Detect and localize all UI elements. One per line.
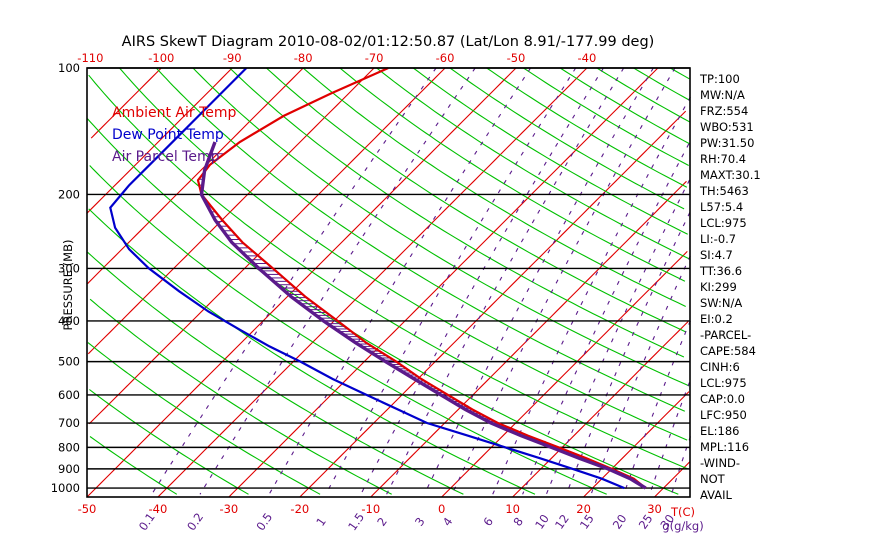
stat-line: -WIND-: [700, 456, 740, 470]
stat-line: WBO:531: [700, 120, 754, 134]
series-legend: Ambient Air Temp Dew Point Temp Air Parcel…: [112, 105, 237, 165]
stat-line: LCL:975: [700, 216, 747, 230]
pressure-tick-label: 1000: [51, 481, 80, 495]
top-temp-tick-label: -60: [436, 51, 455, 65]
top-temp-tick-label: -70: [365, 51, 384, 65]
legend-label-3: Air Parcel Temp: [112, 149, 220, 165]
bottom-temp-tick-label: -40: [149, 502, 168, 516]
stat-line: MW:N/A: [700, 88, 745, 102]
top-temp-tick-label: -80: [294, 51, 313, 65]
sounding-curves: [109, 66, 647, 490]
stat-line: KI:299: [700, 280, 737, 294]
top-temp-tick-label: -100: [148, 51, 174, 65]
stat-line: LFC:950: [700, 408, 747, 422]
bottom-temperature-ticks: -50 -40 -30 -20 -10 0 10 20 30: [78, 502, 662, 516]
legend-label-1: Ambient Air Temp: [112, 105, 237, 121]
pressure-axis-labels: 100 200 300 400 500 600 700 800 900 1000: [51, 61, 80, 495]
stat-line: TP:100: [699, 72, 740, 86]
pressure-tick-label: 200: [58, 187, 80, 201]
pressure-tick-label: 300: [58, 261, 80, 275]
stat-line: EI:0.2: [700, 312, 733, 326]
stat-line: RH:70.4: [700, 152, 746, 166]
mixing-ratio-tick-label: 10: [532, 512, 552, 532]
stat-line: TH:5463: [699, 184, 749, 198]
bottom-temp-tick-label: -30: [219, 502, 238, 516]
stat-line: L57:5.4: [700, 200, 743, 214]
pressure-tick-label: 900: [58, 462, 80, 476]
bottom-temp-tick-label: 10: [505, 502, 520, 516]
stat-line: -PARCEL-: [700, 328, 751, 342]
stat-line: PW:31.50: [700, 136, 754, 150]
stat-line: LI:-0.7: [700, 232, 736, 246]
bottom-temp-tick-label: 0: [438, 502, 445, 516]
stat-line: MPL:116: [700, 440, 749, 454]
stat-line: SW:N/A: [700, 296, 742, 310]
bottom-temp-tick-label: -50: [78, 502, 97, 516]
stat-line: SI:4.7: [700, 248, 733, 262]
temperature-axis-title: T(C): [670, 505, 695, 519]
mixing-ratio-tick-label: 25: [636, 512, 656, 532]
mixing-ratio-tick-label: 12: [552, 512, 572, 532]
stat-line: TT:36.6: [699, 264, 742, 278]
top-temp-tick-label: -50: [507, 51, 526, 65]
stat-line: NOT: [700, 472, 726, 486]
mixing-ratio-tick-label: 15: [577, 512, 597, 532]
stat-line: FRZ:554: [700, 104, 748, 118]
stat-line: EL:186: [700, 424, 740, 438]
top-temp-tick-label: -40: [578, 51, 597, 65]
pressure-tick-label: 700: [58, 416, 80, 430]
bottom-temp-tick-label: -10: [361, 502, 380, 516]
stat-line: CAP:0.0: [700, 392, 745, 406]
mixing-ratio-tick-label: 30: [657, 512, 677, 532]
top-temp-tick-label: -90: [223, 51, 242, 65]
bottom-temp-tick-label: 20: [576, 502, 591, 516]
top-temperature-ticks: -110 -100 -90 -80 -70 -60 -50 -40: [77, 51, 596, 65]
legend-label-2: Dew Point Temp: [112, 127, 224, 143]
stat-line: CINH:6: [700, 360, 740, 374]
pressure-tick-label: 400: [58, 314, 80, 328]
bottom-temp-tick-label: -20: [290, 502, 309, 516]
bottom-temp-tick-label: 30: [647, 502, 662, 516]
stat-line: CAPE:584: [700, 344, 756, 358]
plot-frame: [86, 67, 691, 498]
statistics-panel: TP:100 MW:N/A FRZ:554 WBO:531 PW:31.50 RH:70.…: [699, 72, 761, 502]
mixing-ratio-axis-title: g(g/kg): [662, 519, 703, 533]
stat-line: MAXT:30.1: [700, 168, 761, 182]
pressure-axis-title: PRESSURE (MB): [61, 240, 75, 331]
pressure-tick-label: 500: [58, 355, 80, 369]
stat-line: AVAIL: [700, 488, 733, 502]
pressure-tick-label: 800: [58, 440, 80, 454]
pressure-tick-label: 600: [58, 388, 80, 402]
page-title: AIRS SkewT Diagram 2010-08-02/01:12:50.8…: [122, 34, 655, 50]
top-temp-tick-label: -110: [77, 51, 103, 65]
mixing-ratio-tick-label: 20: [610, 512, 630, 532]
stat-line: LCL:975: [700, 376, 747, 390]
pressure-tick-label: 100: [58, 61, 80, 75]
